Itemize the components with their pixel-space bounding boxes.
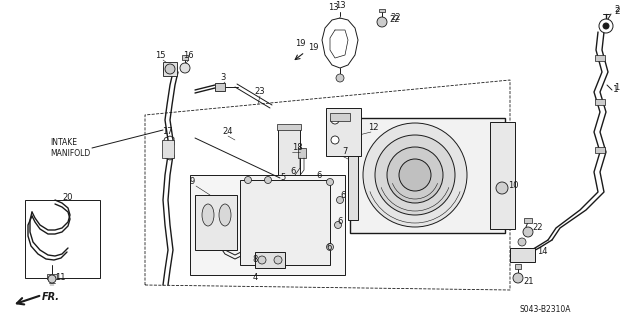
Circle shape [264, 176, 271, 183]
Text: 10: 10 [508, 181, 518, 189]
Text: 6: 6 [340, 190, 346, 199]
Bar [47, 274, 57, 279]
Circle shape [375, 135, 455, 215]
Bar [379, 9, 385, 12]
Bar [240, 180, 330, 265]
Bar [490, 122, 515, 229]
Text: 12: 12 [368, 123, 378, 132]
Ellipse shape [219, 204, 231, 226]
Text: 5: 5 [280, 174, 285, 182]
Bar [350, 118, 505, 233]
Text: 3: 3 [220, 73, 225, 83]
Text: 22: 22 [389, 16, 399, 25]
Circle shape [599, 19, 613, 33]
Text: 6: 6 [337, 218, 342, 226]
Bar [510, 248, 535, 262]
Bar [163, 62, 177, 76]
Text: 15: 15 [155, 51, 166, 61]
Text: 19: 19 [308, 43, 319, 53]
Text: 7: 7 [342, 147, 348, 157]
Text: 1: 1 [613, 85, 619, 94]
Text: 14: 14 [537, 248, 547, 256]
Text: 6: 6 [326, 242, 332, 251]
Text: 18: 18 [292, 144, 303, 152]
Circle shape [335, 221, 342, 228]
Text: 11: 11 [55, 273, 65, 283]
Text: 23: 23 [254, 87, 264, 97]
Bar [190, 175, 345, 275]
Text: 13: 13 [335, 2, 346, 11]
Text: 4: 4 [253, 273, 259, 283]
Circle shape [48, 275, 56, 283]
Text: 6: 6 [316, 170, 321, 180]
Circle shape [387, 147, 443, 203]
Text: 6: 6 [290, 167, 296, 176]
Bar [195, 195, 237, 250]
Text: 22: 22 [532, 224, 543, 233]
Circle shape [518, 238, 526, 246]
Circle shape [337, 197, 344, 204]
Circle shape [326, 243, 333, 250]
Circle shape [274, 256, 282, 264]
Text: 13: 13 [328, 4, 339, 12]
Text: FR.: FR. [42, 292, 60, 302]
Circle shape [363, 123, 467, 227]
Circle shape [244, 176, 252, 183]
Bar [515, 264, 521, 269]
Circle shape [180, 63, 190, 73]
Text: 16: 16 [183, 51, 194, 61]
Bar [298, 148, 306, 158]
Text: 20: 20 [62, 194, 72, 203]
Circle shape [258, 256, 266, 264]
Bar [25, 200, 100, 278]
Text: 21: 21 [523, 278, 534, 286]
Text: 2: 2 [614, 8, 620, 17]
Circle shape [377, 17, 387, 27]
Circle shape [496, 182, 508, 194]
Circle shape [331, 136, 339, 144]
Text: INTAKE
MANIFOLD: INTAKE MANIFOLD [50, 138, 90, 158]
Bar [162, 140, 174, 158]
Bar [330, 113, 350, 121]
Bar [524, 218, 532, 223]
Text: S043-B2310A: S043-B2310A [520, 306, 572, 315]
Text: 9: 9 [190, 177, 195, 187]
Circle shape [603, 23, 609, 29]
Bar [277, 124, 301, 130]
Circle shape [523, 227, 533, 237]
Ellipse shape [202, 204, 214, 226]
Bar [182, 55, 188, 60]
Bar [595, 147, 605, 153]
Bar [255, 252, 285, 268]
Text: 2: 2 [614, 5, 620, 14]
Bar [515, 248, 530, 258]
Circle shape [513, 273, 523, 283]
Text: 22: 22 [390, 13, 401, 23]
Text: 19: 19 [295, 40, 305, 48]
Circle shape [326, 179, 333, 186]
Bar [595, 99, 605, 105]
Bar [326, 108, 361, 156]
Bar [278, 128, 300, 176]
Circle shape [336, 74, 344, 82]
Text: 1: 1 [614, 84, 620, 93]
Text: 17: 17 [162, 128, 173, 137]
Circle shape [331, 116, 339, 124]
Bar [215, 83, 225, 91]
Circle shape [165, 64, 175, 74]
Text: 24: 24 [222, 128, 232, 137]
Circle shape [399, 159, 431, 191]
Text: 8: 8 [252, 256, 257, 264]
Bar [348, 130, 358, 220]
Bar [595, 55, 605, 61]
